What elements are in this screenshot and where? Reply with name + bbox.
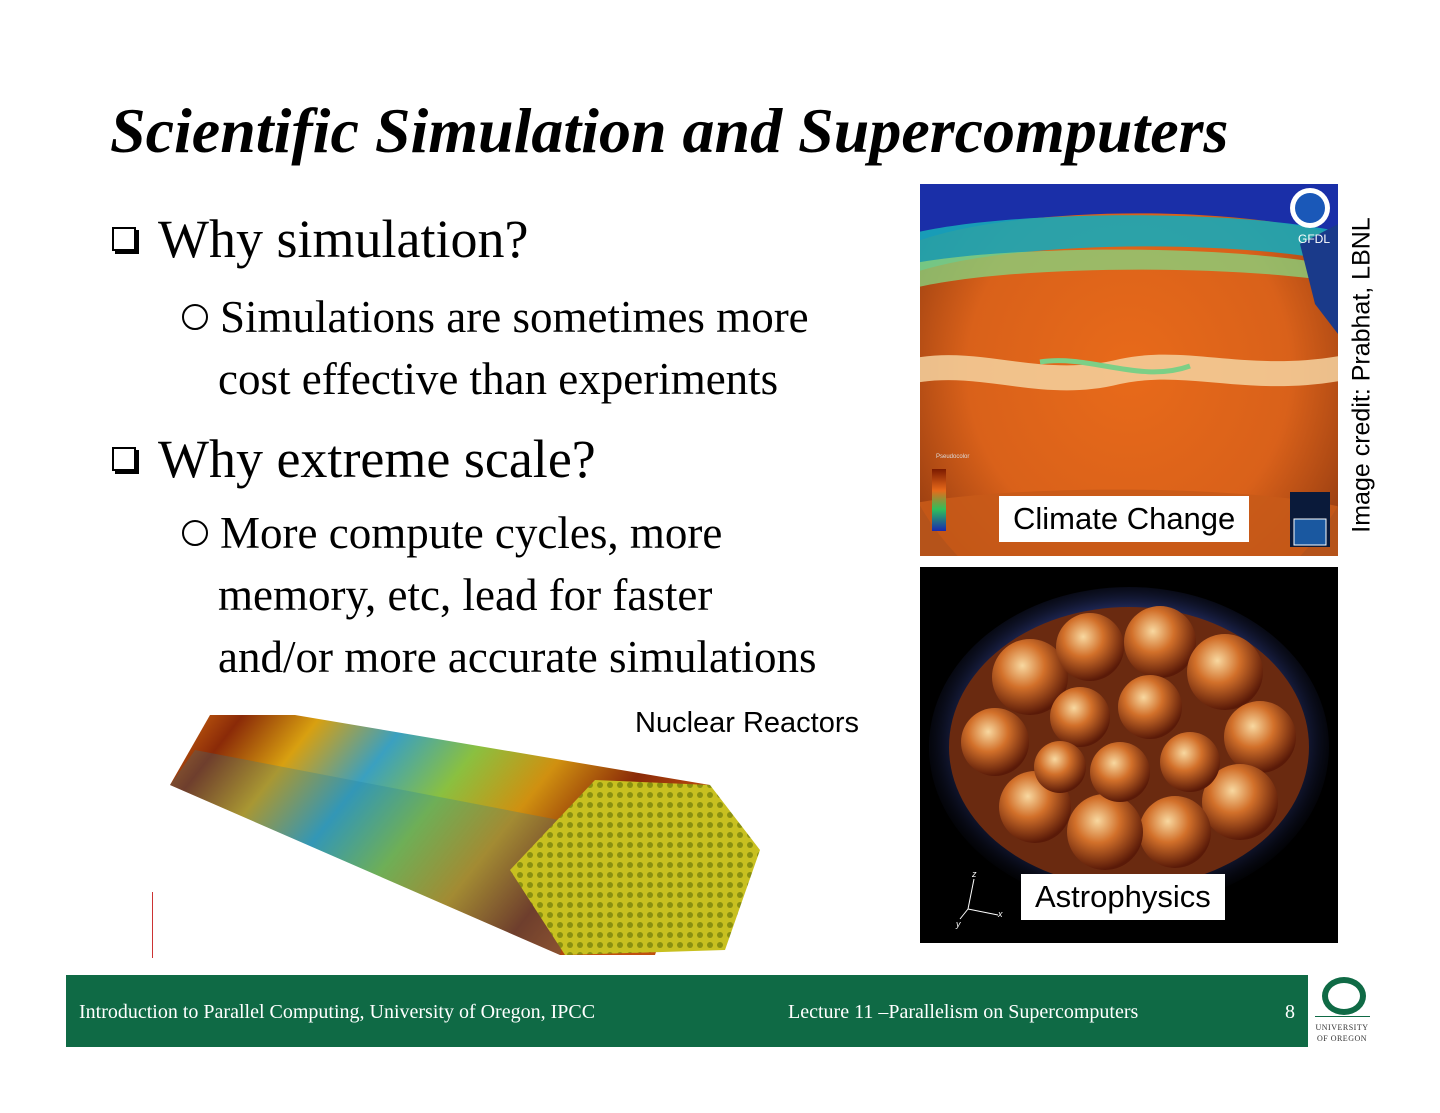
divider-line bbox=[152, 892, 153, 958]
axis-label-x: x bbox=[997, 909, 1003, 919]
bullet-text: Why simulation? bbox=[158, 209, 529, 269]
circle-bullet-icon bbox=[182, 304, 208, 330]
supernova-graphic: z x y bbox=[920, 567, 1338, 943]
axis-label-z: z bbox=[971, 869, 977, 879]
sub-bullet-line: Simulations are sometimes more bbox=[220, 292, 809, 342]
sub-bullet-cost-effective: Simulations are sometimes more cost effe… bbox=[182, 286, 809, 410]
logo-text: UNIVERSITY OF OREGON bbox=[1312, 1022, 1372, 1044]
square-bullet-icon bbox=[112, 227, 136, 251]
sub-bullet-compute-cycles: More compute cycles, more memory, etc, l… bbox=[182, 502, 817, 688]
sub-bullet-line: cost effective than experiments bbox=[218, 354, 779, 404]
astrophysics-caption: Astrophysics bbox=[1021, 874, 1225, 920]
sub-bullet-line: memory, etc, lead for faster bbox=[218, 570, 713, 620]
bullet-why-simulation: Why simulation? bbox=[112, 208, 528, 270]
image-credit: Image credit: Prabhat, LBNL bbox=[1347, 217, 1376, 533]
logo-line: UNIVERSITY bbox=[1315, 1023, 1369, 1032]
logo-line: OF OREGON bbox=[1316, 1034, 1368, 1043]
footer-lecture: Lecture 11 –Parallelism on Supercomputer… bbox=[788, 1001, 1139, 1023]
sub-bullet-line: and/or more accurate simulations bbox=[218, 632, 817, 682]
university-logo: UNIVERSITY OF OREGON bbox=[1312, 975, 1376, 1047]
logo-rule bbox=[1315, 1016, 1370, 1017]
axis-label-y: y bbox=[955, 919, 961, 929]
page-number: 8 bbox=[1285, 1001, 1295, 1023]
footer-course: Introduction to Parallel Computing, Univ… bbox=[79, 1001, 596, 1023]
square-bullet-icon bbox=[112, 447, 136, 471]
slide-title: Scientific Simulation and Supercomputers bbox=[110, 95, 1229, 166]
nuclear-reactors-caption: Nuclear Reactors bbox=[635, 707, 860, 739]
legend-title: Pseudocolor bbox=[936, 454, 969, 460]
climate-caption: Climate Change bbox=[999, 496, 1250, 542]
nuclear-reactor-graphic bbox=[170, 715, 760, 955]
sub-bullet-line: More compute cycles, more bbox=[220, 508, 723, 558]
bullet-text: Why extreme scale? bbox=[158, 429, 596, 489]
o-logo-icon bbox=[1322, 977, 1366, 1015]
bullet-why-extreme-scale: Why extreme scale? bbox=[112, 428, 596, 490]
circle-bullet-icon bbox=[182, 520, 208, 546]
gfdl-label: GFDL bbox=[1297, 232, 1330, 246]
footer-bar: Introduction to Parallel Computing, Univ… bbox=[66, 975, 1308, 1047]
